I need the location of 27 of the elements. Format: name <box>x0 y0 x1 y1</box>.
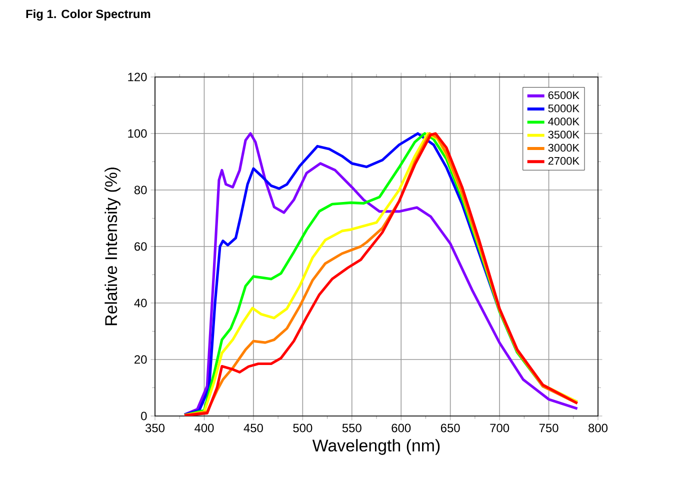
x-tick-label: 400 <box>194 424 214 432</box>
legend-label: 3000K <box>548 144 580 152</box>
y-tick-label: 40 <box>134 298 147 308</box>
chart-title: Fig 1. Color Spectrum <box>26 9 150 21</box>
y-tick-label: 100 <box>128 129 147 138</box>
y-axis-title: Relative Intensity (%) <box>104 168 120 326</box>
legend-label: 2700K <box>548 157 580 165</box>
y-tick-label: 0 <box>141 412 147 420</box>
y-tick-label: 60 <box>134 242 147 251</box>
x-tick-label: 800 <box>588 424 608 432</box>
x-tick-label: 550 <box>342 424 362 432</box>
x-tick-label: 450 <box>244 424 263 432</box>
x-tick-label: 750 <box>539 424 558 432</box>
x-tick-label: 650 <box>440 424 460 432</box>
x-tick-label: 700 <box>490 424 510 432</box>
y-tick-label: 20 <box>134 355 147 364</box>
line-series <box>183 132 579 416</box>
y-tick-label: 80 <box>134 186 147 194</box>
x-tick-label: 350 <box>145 424 165 432</box>
x-axis-title: Wavelength (nm) <box>312 439 440 455</box>
x-tick-label: 600 <box>392 424 411 432</box>
legend-label: 6500K <box>548 91 580 100</box>
y-tick-label: 120 <box>128 72 147 82</box>
legend-label: 4000K <box>548 118 580 126</box>
legend-label: 3500K <box>548 130 580 139</box>
x-tick-label: 500 <box>293 424 312 432</box>
legend-label: 5000K <box>548 104 580 112</box>
